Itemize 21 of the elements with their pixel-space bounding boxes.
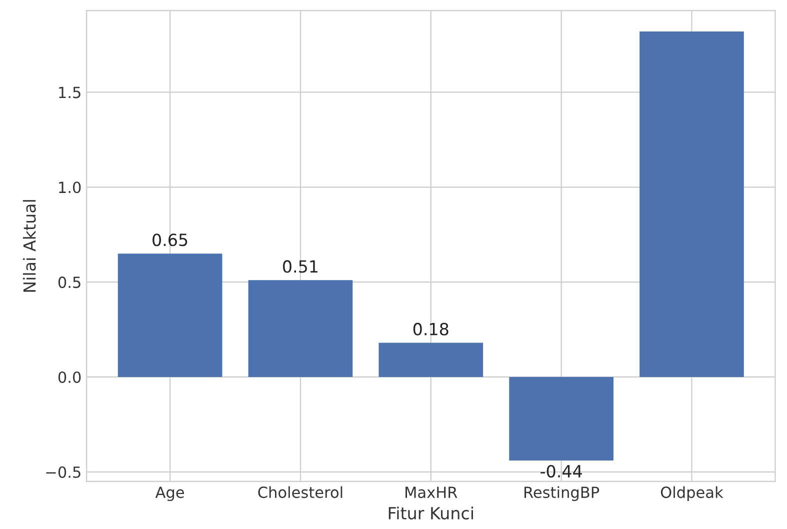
y-tick-label: 1.5 (59, 86, 80, 98)
x-tick-label: Cholesterol (258, 486, 342, 498)
data-label: 0.18 (413, 322, 448, 336)
bar (248, 280, 353, 377)
x-tick-label: MaxHR (406, 486, 458, 498)
data-label: 0.51 (283, 260, 318, 273)
data-label: 0.65 (152, 234, 188, 246)
y-tick-label: 1.0 (59, 182, 81, 194)
x-tick-label: RestingBP (524, 486, 600, 502)
x-tick-label: Oldpeak (660, 486, 724, 502)
x-axis-title: Fitur Kunci (388, 506, 473, 520)
y-tick-label: −0.5 (46, 466, 80, 478)
y-tick-label: 0.5 (58, 276, 80, 288)
data-label: -0.44 (540, 464, 582, 478)
bar (640, 31, 744, 377)
bar (378, 342, 484, 377)
x-tick-label: Age (155, 486, 184, 502)
y-axis-title: Nilai Aktual (22, 200, 36, 292)
bar (118, 254, 222, 377)
bar (509, 376, 614, 461)
text: 0.0 (58, 371, 81, 383)
